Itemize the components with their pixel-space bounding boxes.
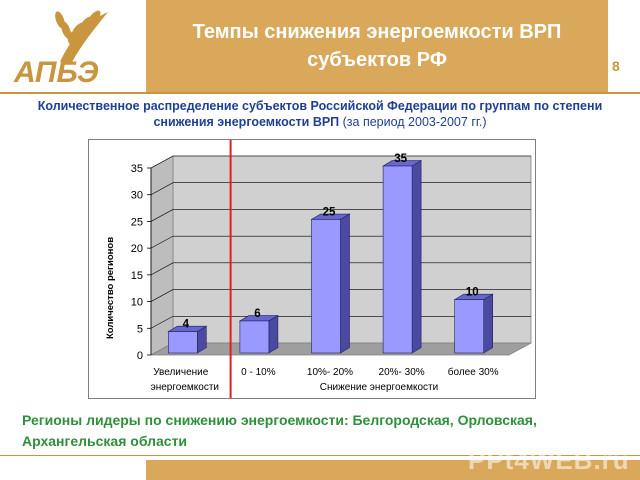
page-title: Темпы снижения энергоемкости ВРП субъект… (192, 21, 562, 71)
x-tick-label: Увеличение (153, 367, 209, 378)
bar-side (268, 315, 279, 354)
header: АПБЭ Темпы снижения энергоемкости ВРП су… (0, 0, 640, 92)
page-number: 8 (612, 58, 620, 74)
bar (239, 320, 270, 354)
header-divider (0, 92, 640, 94)
x-tick-label: 0 - 10% (241, 367, 276, 378)
gridline (150, 155, 531, 169)
y-tick-label: 10 (131, 297, 143, 309)
y-tick-label: 5 (137, 323, 143, 335)
bar (168, 331, 198, 354)
logo-text: АПБЭ (13, 56, 99, 89)
y-tick-label: 30 (131, 190, 143, 202)
x-tick-label-line2: энергоемкости (151, 382, 219, 393)
footer-bar (146, 460, 640, 480)
bar (454, 299, 485, 354)
x-tick-label: более 30% (448, 366, 499, 378)
subtitle-period: (за период 2003-2007 гг.) (339, 115, 487, 129)
chart-subtitle: Количественное распределение субъектов Р… (20, 98, 620, 130)
title-box: Темпы снижения энергоемкости ВРП субъект… (146, 0, 608, 92)
x-tick-label: 10%- 20% (307, 367, 353, 378)
y-axis-label: Количество регионов (105, 237, 116, 339)
leaders-note: Регионы лидеры по снижению энергоемкости… (22, 412, 537, 449)
y-tick-label: 25 (131, 216, 143, 228)
wheat-logo-icon: АПБЭ (13, 10, 108, 89)
watermark: PPt4WEB.ru (468, 445, 630, 475)
subtitle-bold: Количественное распределение субъектов Р… (37, 99, 603, 129)
y-tick-label: 35 (131, 163, 143, 175)
bar-value-label: 4 (183, 319, 190, 331)
x-axis-label: Снижение энергоемкости (320, 382, 438, 393)
x-tick-label: 20%- 30% (379, 367, 425, 378)
labels-layer: 0 5 10 15 20 25 30 35 4 Увеличение энергоемкости 6 0… (131, 140, 499, 398)
y-tick-label: 20 (131, 243, 143, 255)
bar-side (340, 213, 350, 354)
bar-value-label: 25 (323, 206, 336, 218)
footer-divider (0, 455, 640, 456)
y-tick-label: 0 (137, 350, 143, 362)
bar (311, 219, 341, 354)
bar-value-label: 6 (254, 308, 260, 320)
bar (382, 165, 413, 354)
bar-side (411, 160, 422, 354)
bars-layer (167, 160, 494, 354)
logo: АПБЭ (0, 0, 145, 92)
y-tick-label: 15 (131, 270, 143, 282)
bar-value-label: 10 (466, 287, 479, 299)
bar-side (483, 293, 494, 354)
bar-chart: 0 5 10 15 20 25 30 35 4 Увеличение энергоемкости 6 0… (105, 140, 532, 398)
bar-value-label: 35 (394, 153, 407, 165)
chart-frame: 0 5 10 15 20 25 30 35 4 Увеличение энергоемкости 6 0… (88, 139, 536, 399)
chart-side-wall (150, 155, 174, 356)
